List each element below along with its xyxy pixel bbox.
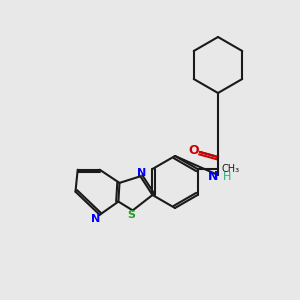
Text: N: N	[91, 214, 100, 224]
Text: O: O	[189, 145, 199, 158]
Text: N: N	[137, 168, 146, 178]
Text: CH₃: CH₃	[221, 164, 240, 174]
Text: H: H	[223, 172, 231, 182]
Text: N: N	[208, 170, 218, 184]
Text: S: S	[128, 210, 136, 220]
